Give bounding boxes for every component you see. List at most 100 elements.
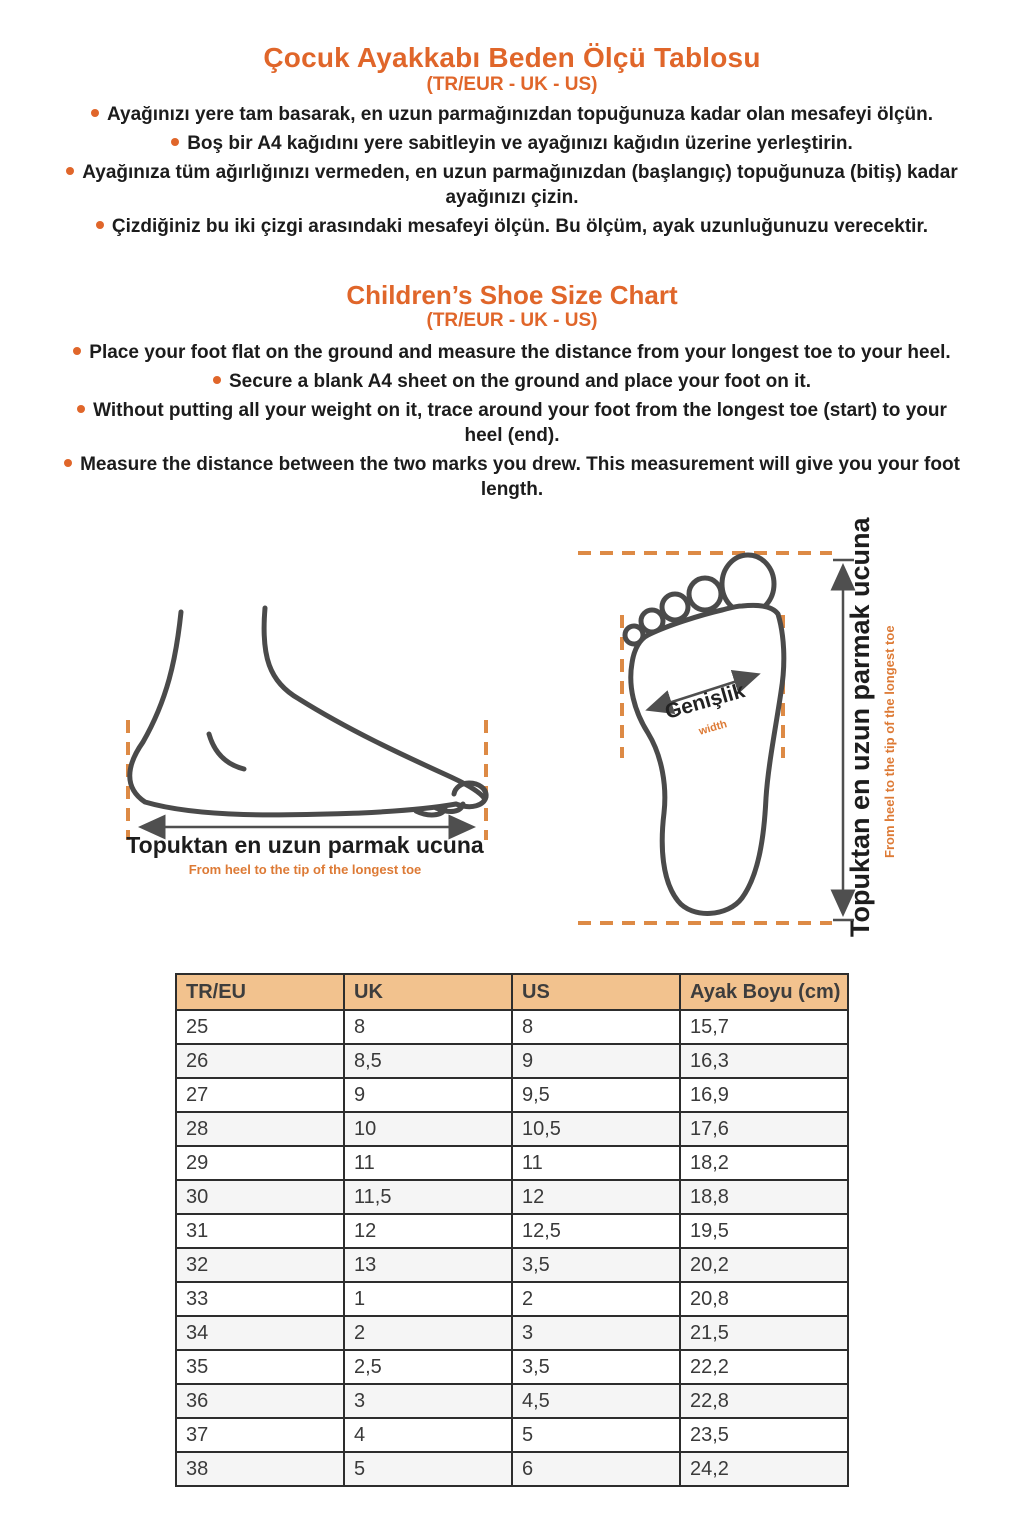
table-cell: 38 [175, 1451, 345, 1487]
table-row: 27 9 9,5 16,9 [175, 1077, 849, 1113]
table-cell: 3,5 [511, 1247, 681, 1283]
instruction-bullet: Ayağınızı yere tam basarak, en uzun parm… [64, 102, 960, 127]
table-cell: 35 [175, 1349, 345, 1385]
table-row: 38 5 6 24,2 [175, 1451, 849, 1487]
size-table-header-row: TR/EU UK US Ayak Boyu (cm) [175, 973, 849, 1011]
table-cell: 22,2 [679, 1349, 849, 1385]
side-length-label-en: From heel to the tip of the longest toe [188, 862, 422, 877]
table-cell: 29 [175, 1145, 345, 1181]
table-cell: 23,5 [679, 1417, 849, 1453]
bullet-dot [73, 347, 82, 356]
instruction-bullet: Çizdiğiniz bu iki çizgi arasındaki mesaf… [64, 214, 960, 239]
table-row: 29 11 11 18,2 [175, 1145, 849, 1181]
foot-outline [127, 609, 459, 818]
table-row: 25 8 8 15,7 [175, 1009, 849, 1045]
table-cell: 11 [511, 1145, 681, 1181]
table-row: 31 12 12,5 19,5 [175, 1213, 849, 1249]
table-cell: 9,5 [511, 1077, 681, 1113]
toe-outline [433, 801, 466, 814]
table-cell: 26 [175, 1043, 345, 1079]
table-cell: 18,2 [679, 1145, 849, 1181]
table-cell: 8,5 [343, 1043, 513, 1079]
table-cell: 3,5 [511, 1349, 681, 1385]
table-cell: 5 [511, 1417, 681, 1453]
table-cell: 11,5 [343, 1179, 513, 1215]
bullet-text: Place your foot flat on the ground and m… [89, 342, 951, 363]
table-cell: 36 [175, 1383, 345, 1419]
column-header: US [511, 973, 681, 1011]
size-table-body: 25 8 8 15,7 26 8,5 9 16,3 27 9 9,5 16,9 28 10 10,5 17,6… [175, 1009, 849, 1487]
footprint-diagram [578, 551, 856, 925]
table-row: 26 8,5 9 16,3 [175, 1043, 849, 1079]
english-instructions: Place your foot flat on the ground and m… [0, 340, 1024, 506]
english-title: Children’s Shoe Size Chart [346, 280, 678, 310]
table-cell: 2 [511, 1281, 681, 1317]
instruction-bullet: Boş bir A4 kağıdını yere sabitleyin ve a… [64, 131, 960, 156]
turkish-title: Çocuk Ayakkabı Beden Ölçü Tablosu [263, 42, 761, 73]
table-cell: 16,9 [679, 1077, 849, 1113]
table-cell: 9 [511, 1043, 681, 1079]
table-cell: 21,5 [679, 1315, 849, 1351]
instruction-bullet: Without putting all your weight on it, t… [64, 398, 960, 448]
table-cell: 37 [175, 1417, 345, 1453]
table-cell: 13 [343, 1247, 513, 1283]
bullet-text: Boş bir A4 kağıdını yere sabitleyin ve a… [187, 133, 853, 154]
ankle-line [206, 731, 247, 772]
table-cell: 3 [511, 1315, 681, 1351]
table-cell: 11 [343, 1145, 513, 1181]
table-cell: 33 [175, 1281, 345, 1317]
bullet-text: Ayağınıza tüm ağırlığınızı vermeden, en … [82, 162, 958, 208]
instruction-bullet: Ayağınıza tüm ağırlığınızı vermeden, en … [64, 160, 960, 210]
toe-outline [659, 591, 691, 623]
bullet-dot [64, 459, 73, 468]
toe-outline [451, 780, 489, 810]
table-cell: 12 [511, 1179, 681, 1215]
column-header: Ayak Boyu (cm) [679, 973, 849, 1011]
instruction-bullet: Secure a blank A4 sheet on the ground an… [64, 369, 960, 394]
bullet-dot [95, 221, 104, 230]
column-header: UK [343, 973, 513, 1011]
table-row: 30 11,5 12 18,8 [175, 1179, 849, 1215]
bullet-text: Without putting all your weight on it, t… [93, 400, 947, 446]
sole-outline [628, 602, 787, 916]
turkish-subtitle: (TR/EUR - UK - US) [426, 74, 598, 95]
table-cell: 12,5 [511, 1213, 681, 1249]
table-cell: 15,7 [679, 1009, 849, 1045]
table-cell: 28 [175, 1111, 345, 1147]
table-cell: 10 [343, 1111, 513, 1147]
table-row: 36 3 4,5 22,8 [175, 1383, 849, 1419]
table-row: 37 4 5 23,5 [175, 1417, 849, 1453]
bullet-dot [77, 405, 86, 414]
table-cell: 19,5 [679, 1213, 849, 1249]
table-cell: 25 [175, 1009, 345, 1045]
toe-outline [622, 623, 646, 647]
size-table: TR/EU UK US Ayak Boyu (cm) 25 8 8 15,7 26 8,5 9 16… [175, 973, 849, 1487]
instruction-bullet: Measure the distance between the two mar… [64, 452, 960, 502]
table-cell: 31 [175, 1213, 345, 1249]
footprint-length-label-en: From heel to the tip of the longest toe [882, 625, 897, 859]
table-cell: 1 [343, 1281, 513, 1317]
table-cell: 18,8 [679, 1179, 849, 1215]
size-table-head: TR/EU UK US Ayak Boyu (cm) [175, 973, 849, 1011]
table-cell: 24,2 [679, 1451, 849, 1487]
english-subtitle: (TR/EUR - UK - US) [426, 310, 598, 331]
footprint-length-label-tr: Topuktan en uzun parmak ucuna [845, 517, 875, 937]
table-row: 33 1 2 20,8 [175, 1281, 849, 1317]
bullet-text: Measure the distance between the two mar… [80, 454, 960, 500]
table-cell: 27 [175, 1077, 345, 1113]
table-cell: 2 [343, 1315, 513, 1351]
foot-outline [261, 605, 488, 802]
bullet-dot [171, 138, 180, 147]
table-cell: 32 [175, 1247, 345, 1283]
table-cell: 30 [175, 1179, 345, 1215]
side-length-label-tr: Topuktan en uzun parmak ucuna [126, 832, 484, 858]
bullet-text: Ayağınızı yere tam basarak, en uzun parm… [107, 104, 933, 125]
table-cell: 5 [343, 1451, 513, 1487]
table-row: 34 2 3 21,5 [175, 1315, 849, 1351]
table-cell: 8 [343, 1009, 513, 1045]
instruction-bullet: Place your foot flat on the ground and m… [64, 340, 960, 365]
table-cell: 3 [343, 1383, 513, 1419]
table-cell: 34 [175, 1315, 345, 1351]
bullet-text: Secure a blank A4 sheet on the ground an… [228, 371, 812, 392]
